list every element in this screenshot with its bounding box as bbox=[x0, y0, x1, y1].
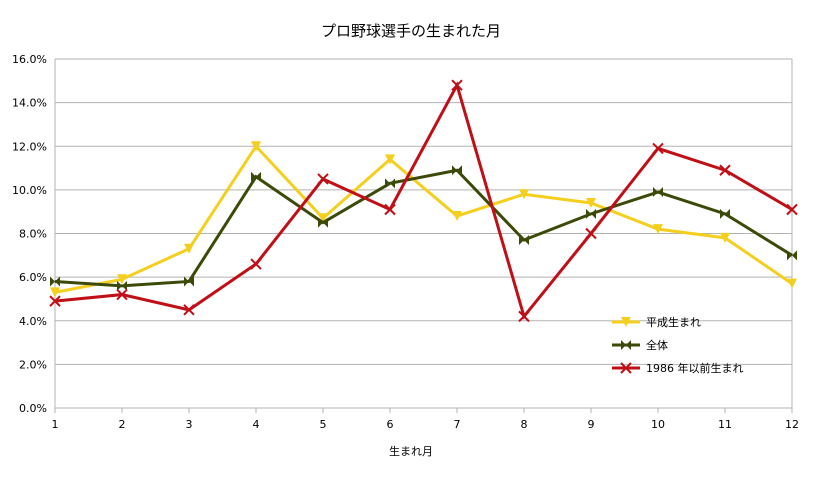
data-point bbox=[452, 165, 462, 176]
data-point bbox=[586, 208, 596, 219]
series-line bbox=[54, 143, 793, 294]
legend-marker bbox=[621, 340, 631, 350]
y-tick-label: 2.0% bbox=[19, 358, 47, 371]
x-tick-label: 9 bbox=[588, 418, 595, 431]
data-point bbox=[519, 235, 529, 246]
series-group bbox=[49, 79, 798, 323]
data-point bbox=[184, 276, 194, 287]
x-tick-label: 10 bbox=[651, 418, 665, 431]
series-line bbox=[54, 81, 793, 320]
legend-marker bbox=[621, 317, 631, 327]
series-line bbox=[54, 168, 793, 288]
data-point bbox=[385, 178, 395, 189]
data-point bbox=[50, 276, 60, 287]
data-point bbox=[317, 173, 329, 185]
legend-marker bbox=[620, 362, 632, 374]
data-point bbox=[720, 208, 730, 219]
data-point bbox=[385, 154, 395, 165]
series-1 bbox=[50, 141, 797, 298]
data-point bbox=[117, 280, 127, 291]
data-point bbox=[318, 217, 328, 228]
x-tick-label: 12 bbox=[785, 418, 799, 431]
x-tick-label: 6 bbox=[387, 418, 394, 431]
x-tick-label: 11 bbox=[718, 418, 732, 431]
data-point bbox=[318, 213, 328, 224]
data-point bbox=[787, 278, 797, 289]
x-tick-label: 2 bbox=[119, 418, 126, 431]
data-point bbox=[787, 250, 797, 261]
legend-item: 1986 年以前生まれ bbox=[612, 361, 744, 375]
x-axis-ticks: 1 2 3 4 5 6 7 8 9 10 11 12 bbox=[52, 408, 799, 431]
data-point bbox=[585, 227, 597, 240]
x-axis-label: 生まれ月 bbox=[389, 444, 433, 458]
y-tick-label: 0.0% bbox=[19, 402, 47, 415]
y-tick-label: 6.0% bbox=[19, 271, 47, 284]
legend-label: 全体 bbox=[646, 338, 668, 352]
chart-title: プロ野球選手の生まれた月 bbox=[320, 22, 501, 40]
y-axis-ticks: 0.0% 2.0% 4.0% 6.0% 8.0% 10.0% 12.0% 14.0% 16.0% bbox=[12, 53, 47, 415]
y-tick-label: 4.0% bbox=[19, 315, 47, 328]
data-point bbox=[652, 142, 664, 155]
data-point bbox=[384, 203, 396, 216]
y-tick-label: 12.0% bbox=[12, 140, 47, 153]
data-point bbox=[116, 288, 128, 301]
data-point bbox=[50, 287, 60, 298]
data-point bbox=[183, 304, 195, 316]
data-point bbox=[518, 310, 530, 323]
data-point bbox=[786, 203, 798, 216]
legend-item: 平成生まれ bbox=[612, 315, 701, 329]
data-point bbox=[452, 211, 462, 222]
data-point bbox=[653, 224, 663, 235]
x-tick-label: 7 bbox=[454, 418, 461, 431]
x-tick-label: 1 bbox=[52, 418, 59, 431]
legend-label: 平成生まれ bbox=[646, 315, 701, 329]
data-point bbox=[451, 79, 463, 91]
legend-label: 1986 年以前生まれ bbox=[646, 361, 744, 375]
legend-item: 全体 bbox=[612, 338, 668, 352]
data-point bbox=[49, 295, 61, 307]
x-tick-label: 4 bbox=[253, 418, 260, 431]
data-point bbox=[720, 232, 730, 243]
y-tick-label: 16.0% bbox=[12, 53, 47, 66]
series-2 bbox=[50, 165, 797, 291]
x-tick-label: 3 bbox=[186, 418, 193, 431]
data-point bbox=[250, 258, 262, 270]
y-tick-label: 14.0% bbox=[12, 97, 47, 110]
data-point bbox=[117, 274, 127, 285]
data-point bbox=[184, 243, 194, 254]
y-tick-label: 10.0% bbox=[12, 184, 47, 197]
x-tick-label: 8 bbox=[521, 418, 528, 431]
data-point bbox=[251, 171, 261, 182]
x-tick-label: 5 bbox=[320, 418, 327, 431]
data-point bbox=[719, 164, 731, 176]
data-point bbox=[653, 187, 663, 198]
data-point bbox=[251, 141, 261, 152]
y-tick-label: 8.0% bbox=[19, 228, 47, 241]
series-3 bbox=[49, 79, 798, 323]
data-point bbox=[586, 197, 596, 208]
data-point bbox=[519, 189, 529, 200]
